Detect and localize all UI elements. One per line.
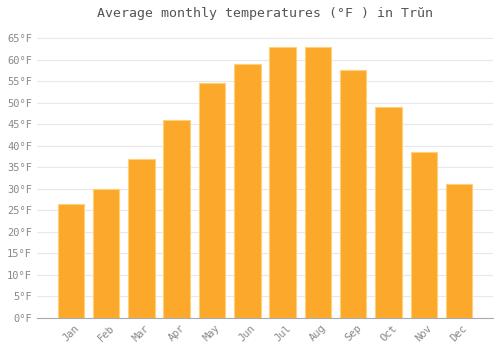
Bar: [93, 189, 120, 318]
Bar: [340, 70, 366, 318]
Bar: [234, 64, 260, 318]
Bar: [164, 120, 190, 318]
Bar: [375, 107, 402, 318]
Bar: [198, 83, 225, 318]
Bar: [128, 159, 154, 318]
Bar: [270, 47, 296, 318]
Bar: [410, 152, 437, 318]
Bar: [304, 47, 331, 318]
Title: Average monthly temperatures (°F ) in Trŭn: Average monthly temperatures (°F ) in Tr…: [97, 7, 433, 20]
Bar: [446, 184, 472, 318]
Bar: [58, 204, 84, 318]
